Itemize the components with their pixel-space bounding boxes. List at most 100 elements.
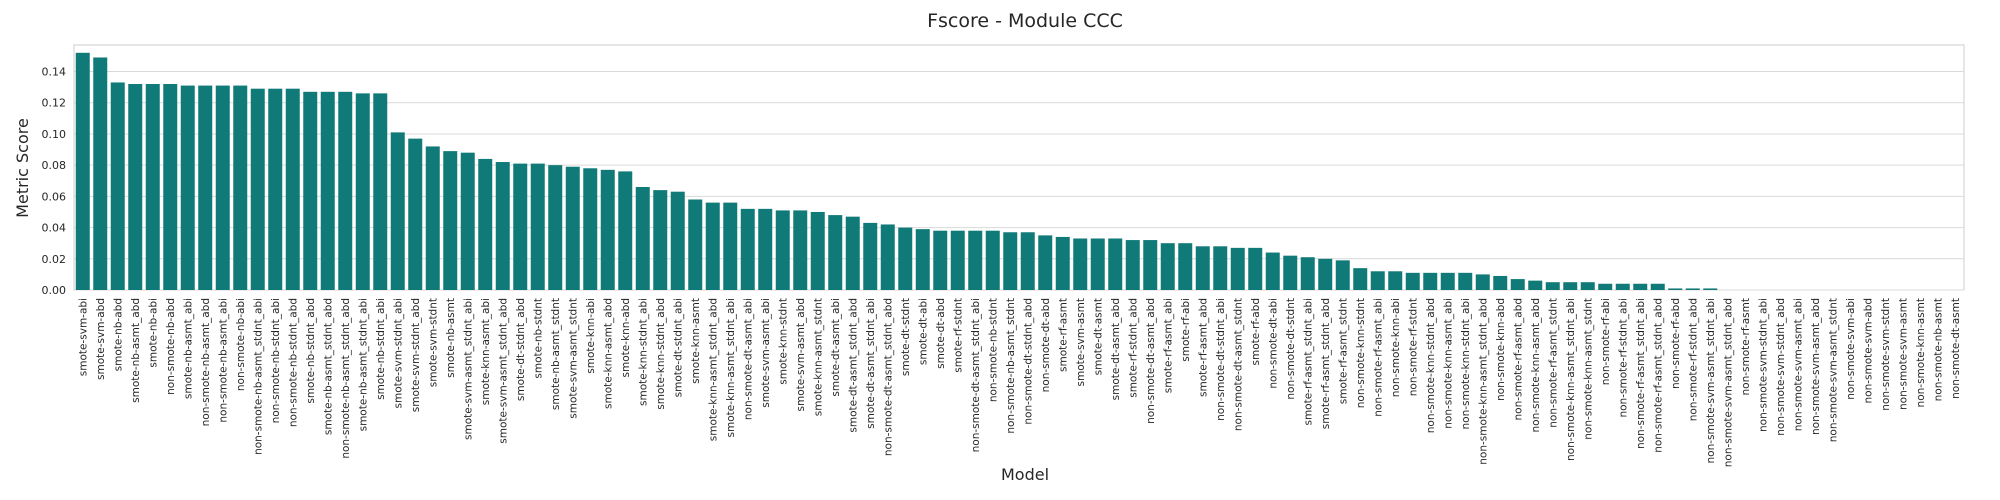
x-tick-label: non-smote-nb-asmt_stdnt_abd xyxy=(340,298,352,459)
bar xyxy=(1440,272,1455,290)
bar xyxy=(933,230,948,290)
bar xyxy=(1318,258,1333,290)
chart-title: Fscore - Module CCC xyxy=(927,10,1123,32)
x-tick-label: smote-rf-asmt_abd xyxy=(1197,298,1209,397)
bar xyxy=(828,215,843,290)
bar xyxy=(880,224,895,290)
x-tick-label: smote-svm-asmt_stdnt xyxy=(567,298,579,419)
bar xyxy=(1020,232,1035,290)
bar xyxy=(758,208,773,290)
bar xyxy=(1580,282,1595,290)
x-tick-label: smote-svm-stdnt xyxy=(427,298,439,387)
x-tick-label: smote-nb-abi xyxy=(147,298,159,368)
bar xyxy=(1510,279,1525,290)
bar xyxy=(985,230,1000,290)
bar xyxy=(635,187,650,290)
bar xyxy=(1335,260,1350,290)
x-tick-label: non-smote-knn-stdnt_abd xyxy=(1425,298,1437,433)
x-tick-label: non-smote-dt-asmt_abi xyxy=(742,298,754,420)
y-tick-label: 0.02 xyxy=(42,253,67,266)
x-tick-label: non-smote-knn-stdnt xyxy=(1355,298,1367,408)
bar xyxy=(1493,275,1508,290)
x-tick-label: non-smote-dt-stdnt xyxy=(1285,298,1297,400)
x-tick-label: smote-dt-abi xyxy=(917,298,929,365)
bar xyxy=(688,199,703,290)
x-tick-label: non-smote-svm-asmt_stdnt xyxy=(1827,298,1839,442)
bar xyxy=(1178,243,1193,290)
bar xyxy=(1055,236,1070,290)
x-tick-label: smote-nb-abd xyxy=(112,298,124,371)
x-tick-label: smote-rf-asmt_stdnt_abi xyxy=(1302,298,1314,426)
x-tick-label: non-smote-dt-asmt_stdnt_abd xyxy=(882,298,894,456)
x-tick-label: non-smote-rf-stdnt_abd xyxy=(1687,298,1699,421)
bar xyxy=(1248,247,1263,290)
x-tick-label: non-smote-svm-asmt_abd xyxy=(1810,298,1822,435)
bar xyxy=(1108,238,1123,290)
y-tick-label: 0.14 xyxy=(42,66,67,79)
bar xyxy=(268,88,283,290)
x-tick-label: non-smote-dt-abd xyxy=(1040,298,1052,392)
x-tick-label: smote-nb-stdnt_abi xyxy=(375,298,387,400)
x-tick-label: non-smote-rf-asmt_stdnt xyxy=(1547,298,1559,428)
bar xyxy=(1038,235,1053,290)
bar xyxy=(705,202,720,290)
x-tick-label: non-smote-rf-stdnt_abi xyxy=(1617,298,1629,418)
bar xyxy=(1003,232,1018,290)
x-tick-label: non-smote-rf-asmt_stdnt_abd xyxy=(1652,298,1664,453)
bar xyxy=(1405,272,1420,290)
x-tick-label: non-smote-dt-abi xyxy=(1267,298,1279,389)
y-tick-label: 0.06 xyxy=(42,190,67,203)
bar xyxy=(653,190,668,290)
x-tick-label: non-smote-knn-asmt_stdnt_abd xyxy=(1477,298,1489,465)
x-tick-label: non-smote-dt-asmt_stdnt xyxy=(1232,298,1244,431)
x-tick-label: non-smote-svm-stdnt_abd xyxy=(1775,298,1787,436)
x-tick-label: smote-rf-asmt_abi xyxy=(1162,298,1174,393)
bar xyxy=(863,222,878,290)
x-tick-label: non-smote-nb-asmt_stdnt xyxy=(1005,298,1017,434)
bar xyxy=(320,91,335,291)
bar xyxy=(233,85,248,291)
x-tick-label: smote-nb-asmt_stdnt_abi xyxy=(357,298,369,431)
bar xyxy=(338,91,353,291)
bar xyxy=(1213,246,1228,290)
bar xyxy=(460,152,475,290)
bar xyxy=(530,163,545,290)
bar xyxy=(600,169,615,290)
x-tick-label: non-smote-rf-abd xyxy=(1670,298,1682,389)
x-tick-label: smote-nb-asmt xyxy=(445,298,457,378)
x-tick-label: non-smote-svm-asmt xyxy=(1897,298,1909,410)
bar xyxy=(845,216,860,290)
x-tick-label: smote-dt-asmt_abd xyxy=(1110,298,1122,400)
bar xyxy=(1370,271,1385,290)
bar xyxy=(93,57,108,291)
bar xyxy=(1143,240,1158,290)
bar xyxy=(565,166,580,290)
bar xyxy=(1475,274,1490,290)
bar xyxy=(163,84,178,290)
bar xyxy=(670,191,685,290)
x-tick-label: smote-dt-asmt_abi xyxy=(830,298,842,397)
x-tick-label: non-smote-svm-abi xyxy=(1845,298,1857,400)
bar xyxy=(1090,238,1105,290)
bar xyxy=(1650,283,1665,290)
x-tick-label: smote-svm-abi xyxy=(77,298,89,376)
x-tick-label: non-smote-knn-asmt_stdnt_abi xyxy=(1565,298,1577,461)
bar xyxy=(1633,283,1648,290)
bar xyxy=(583,168,598,290)
x-tick-label: smote-dt-asmt_stdnt_abd xyxy=(847,298,859,433)
x-tick-label: non-smote-dt-asmt_stdnt_abi xyxy=(970,298,982,452)
x-tick-label: non-smote-dt-asmt xyxy=(1950,298,1962,399)
bar xyxy=(425,146,440,290)
x-tick-label: smote-rf-stdnt_abd xyxy=(1127,298,1139,398)
x-tick-label: smote-dt-stdnt xyxy=(900,298,912,376)
y-tick-label: 0.08 xyxy=(42,159,67,172)
bar xyxy=(390,132,405,290)
x-tick-label: smote-svm-stdnt_abd xyxy=(410,298,422,412)
bar xyxy=(495,162,510,290)
bar xyxy=(723,202,738,290)
x-tick-label: smote-nb-stdnt xyxy=(532,298,544,379)
bar xyxy=(1265,252,1280,290)
x-tick-label: non-smote-nb-stdnt_abd xyxy=(287,298,299,427)
y-tick-label: 0.10 xyxy=(42,128,67,141)
bar xyxy=(1458,272,1473,290)
